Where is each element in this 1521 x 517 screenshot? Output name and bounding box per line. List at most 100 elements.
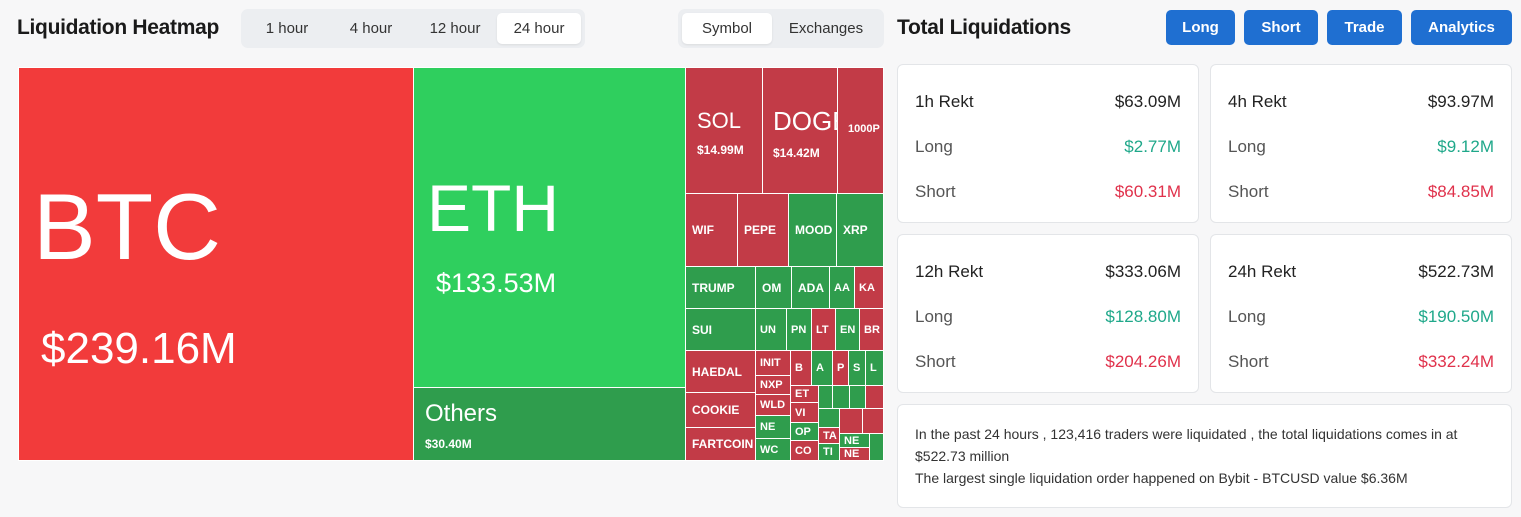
treemap-cell-small-2[interactable] [832,385,850,409]
treemap-cell-small-5[interactable] [818,408,840,428]
long-label: Long [915,307,953,326]
cell-value: $30.40M [425,437,472,451]
treemap-cell-cookie[interactable]: COOKIE [685,392,756,428]
card-label: 4h Rekt [1228,92,1287,111]
rekt-card-4h: 4h Rekt $93.97M Long $9.12M Short $84.85M [1210,64,1512,223]
analytics-button[interactable]: Analytics [1411,10,1512,45]
treemap-cell-sol[interactable]: SOL $14.99M [685,67,763,194]
treemap-cell-p[interactable]: P [832,350,849,386]
treemap-cell-ti[interactable]: TI [818,443,840,461]
short-value: $60.31M [1114,182,1181,201]
treemap-cell-small-1[interactable] [818,385,833,409]
treemap-cell-small-7[interactable] [862,408,884,434]
treemap-cell-ne-3[interactable]: NE [839,447,870,461]
cell-name: DOGE [773,106,837,136]
treemap-cell-br[interactable]: BR [859,308,884,351]
treemap-cell-s[interactable]: S [848,350,866,386]
treemap-cell-wc[interactable]: WC [755,438,791,461]
short-label: Short [1228,182,1269,201]
treemap-cell-co[interactable]: CO [790,440,819,461]
treemap-cell-wld[interactable]: WLD [755,394,791,416]
cell-value: $14.42M [773,146,820,160]
short-label: Short [915,182,956,201]
long-value: $128.80M [1105,307,1181,326]
liquidation-summary: In the past 24 hours , 123,416 traders w… [897,404,1512,508]
treemap-cell-haedal[interactable]: HAEDAL [685,350,756,393]
cell-name: BTC [33,174,221,279]
treemap-cell-ka[interactable]: KA [854,266,884,309]
total-liquidations-title: Total Liquidations [897,16,1071,39]
cell-name: ETH [427,171,559,245]
cell-value: $239.16M [41,324,237,373]
cell-name: 1000P [848,123,880,135]
treemap-cell-lt[interactable]: LT [811,308,836,351]
treemap-cell-trump[interactable]: TRUMP [685,266,756,309]
time-range-selector: 1 hour 4 hour 12 hour 24 hour [241,9,585,48]
treemap-cell-l[interactable]: L [865,350,884,386]
treemap-cell-eth[interactable]: ETH $133.53M [413,67,686,388]
treemap-cell-xrp[interactable]: XRP [836,193,884,267]
treemap-cell-btc[interactable]: BTC $239.16M [18,67,414,461]
short-label: Short [1228,352,1269,371]
card-total: $522.73M [1418,262,1494,281]
treemap-cell-1000p[interactable]: 1000P [837,67,884,194]
treemap-cell-fartcoin[interactable]: FARTCOIN [685,427,756,461]
summary-line-2: The largest single liquidation order hap… [915,470,1408,486]
view-selector: Symbol Exchanges [678,9,884,48]
treemap-cell-b[interactable]: B [790,350,812,386]
treemap-cell-small-4[interactable] [865,385,884,409]
trade-button[interactable]: Trade [1327,10,1402,45]
treemap-cell-pepe[interactable]: PEPE [737,193,789,267]
long-value: $9.12M [1437,137,1494,156]
long-button[interactable]: Long [1166,10,1235,45]
card-total: $63.09M [1114,92,1181,111]
liquidation-treemap: BTC $239.16M ETH $133.53M Others $30.40M… [18,67,884,461]
long-value: $190.50M [1418,307,1494,326]
treemap-cell-others[interactable]: Others $30.40M [413,387,686,461]
treemap-cell-init[interactable]: INIT [755,350,791,376]
tab-24-hour[interactable]: 24 hour [497,13,581,44]
treemap-cell-small-3[interactable] [849,385,866,409]
treemap-cell-pn[interactable]: PN [786,308,812,351]
card-total: $93.97M [1427,92,1494,111]
treemap-cell-aa[interactable]: AA [829,266,855,309]
treemap-cell-doge[interactable]: DOGE $14.42M [762,67,838,194]
short-label: Short [915,352,956,371]
treemap-cell-small-6[interactable] [839,408,863,434]
treemap-cell-ne[interactable]: NE [755,415,791,439]
treemap-cell-a[interactable]: A [811,350,833,386]
short-button[interactable]: Short [1244,10,1318,45]
short-value: $332.24M [1418,352,1494,371]
treemap-cell-op[interactable]: OP [790,422,819,441]
short-value: $204.26M [1105,352,1181,371]
card-label: 1h Rekt [915,92,974,111]
treemap-cell-mood[interactable]: MOOD [788,193,837,267]
treemap-cell-ne-2[interactable]: NE [839,433,870,448]
heatmap-title: Liquidation Heatmap [17,16,219,39]
card-label: 24h Rekt [1228,262,1297,281]
tab-4-hour[interactable]: 4 hour [349,20,393,37]
tab-12-hour[interactable]: 12 hour [429,20,481,37]
tab-1-hour[interactable]: 1 hour [265,20,309,37]
treemap-cell-wif[interactable]: WIF [685,193,738,267]
treemap-cell-sui[interactable]: SUI [685,308,756,351]
treemap-cell-ta[interactable]: TA [818,427,840,444]
short-value: $84.85M [1427,182,1494,201]
treemap-cell-un[interactable]: UN [755,308,787,351]
treemap-cell-vi[interactable]: VI [790,402,819,423]
long-label: Long [1228,307,1266,326]
tab-symbol[interactable]: Symbol [682,13,772,44]
treemap-cell-nxp[interactable]: NXP [755,375,791,395]
tab-exchanges[interactable]: Exchanges [788,20,864,37]
treemap-cell-om[interactable]: OM [755,266,792,309]
treemap-cell-small-8[interactable] [869,433,884,461]
card-label: 12h Rekt [915,262,984,281]
treemap-cell-ada[interactable]: ADA [791,266,830,309]
rekt-card-1h: 1h Rekt $63.09M Long $2.77M Short $60.31M [897,64,1199,223]
cell-name: SOL [697,108,742,133]
treemap-cell-et[interactable]: ET [790,385,819,403]
treemap-cell-en[interactable]: EN [835,308,860,351]
cell-name: Others [425,400,498,427]
long-label: Long [1228,137,1266,156]
long-label: Long [915,137,953,156]
